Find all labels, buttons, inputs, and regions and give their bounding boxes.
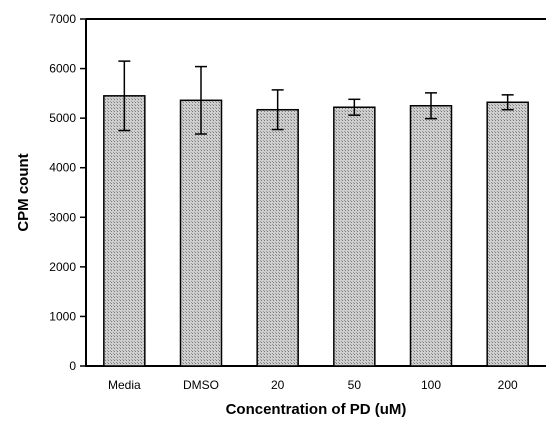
y-tick-label: 1000 bbox=[49, 309, 76, 323]
x-tick-label: DMSO bbox=[183, 378, 219, 392]
y-tick-label: 6000 bbox=[49, 62, 76, 76]
x-tick-label: 200 bbox=[498, 378, 518, 392]
bar bbox=[333, 106, 376, 367]
x-tick-label: 100 bbox=[421, 378, 441, 392]
bar bbox=[179, 99, 223, 367]
plot-area: 0 1000 2000 3000 4000 5000 6000 7000 Media DMSO 20… bbox=[49, 12, 546, 392]
x-tick-label: 50 bbox=[348, 378, 362, 392]
y-tick-label: 2000 bbox=[49, 260, 76, 274]
y-tick-label: 5000 bbox=[49, 111, 76, 125]
y-tick-label: 4000 bbox=[49, 161, 76, 175]
bar bbox=[486, 101, 529, 367]
x-tick-label: Media bbox=[108, 378, 141, 392]
y-tick-label: 0 bbox=[69, 359, 76, 373]
bar bbox=[256, 108, 299, 367]
bar bbox=[409, 105, 453, 367]
y-axis-title: CPM count bbox=[15, 153, 32, 231]
x-axis-title: Concentration of PD (uM) bbox=[226, 401, 407, 418]
bar bbox=[103, 95, 146, 367]
y-tick-label: 7000 bbox=[49, 12, 76, 26]
y-tick-label: 3000 bbox=[49, 210, 76, 224]
x-tick-label: 20 bbox=[271, 378, 285, 392]
